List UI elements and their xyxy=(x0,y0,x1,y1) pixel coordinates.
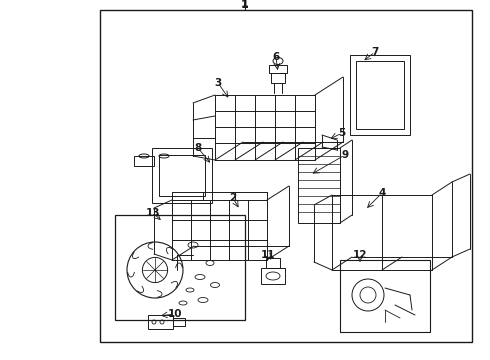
Bar xyxy=(173,318,185,326)
Text: 5: 5 xyxy=(339,128,345,138)
Text: 12: 12 xyxy=(353,250,367,260)
Bar xyxy=(271,73,285,83)
Bar xyxy=(266,258,280,268)
Text: 8: 8 xyxy=(195,143,201,153)
Text: 1: 1 xyxy=(241,0,249,10)
Bar xyxy=(134,156,154,166)
Bar xyxy=(350,55,410,135)
Text: 1: 1 xyxy=(241,0,249,9)
Bar xyxy=(152,148,212,203)
Text: 6: 6 xyxy=(272,52,280,62)
Bar xyxy=(356,61,404,129)
Text: 2: 2 xyxy=(229,193,237,203)
Bar xyxy=(261,268,285,284)
Text: 10: 10 xyxy=(168,309,182,319)
Bar xyxy=(115,215,245,320)
Bar xyxy=(269,65,287,73)
Bar xyxy=(100,10,472,342)
Text: 13: 13 xyxy=(146,208,160,218)
Text: 9: 9 xyxy=(342,150,348,160)
Text: 11: 11 xyxy=(261,250,275,260)
Bar xyxy=(298,148,340,223)
Bar xyxy=(148,315,173,329)
Bar xyxy=(159,155,205,196)
Text: 7: 7 xyxy=(371,47,379,57)
Bar xyxy=(340,260,430,332)
Text: 4: 4 xyxy=(378,188,386,198)
Text: 3: 3 xyxy=(215,78,221,88)
